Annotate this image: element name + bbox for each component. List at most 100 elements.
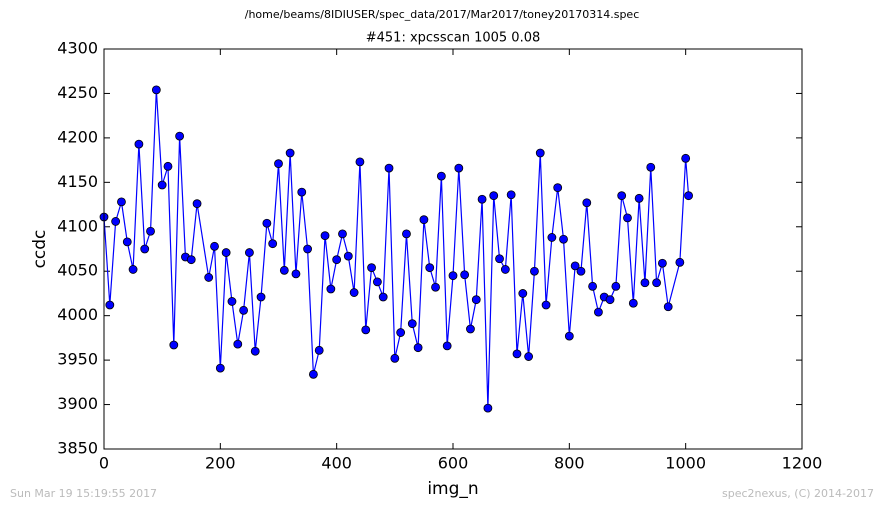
data-point bbox=[684, 191, 693, 201]
data-point bbox=[250, 346, 260, 356]
data-point bbox=[285, 148, 295, 158]
data-point bbox=[448, 271, 458, 281]
y-tick-label: 3950 bbox=[57, 350, 98, 369]
data-point bbox=[111, 217, 121, 226]
data-point bbox=[367, 263, 376, 273]
data-point bbox=[436, 171, 446, 181]
data-point bbox=[291, 269, 301, 279]
data-point bbox=[419, 215, 429, 225]
x-axis-label: img_n bbox=[427, 479, 478, 499]
footer-timestamp: Sun Mar 19 15:19:55 2017 bbox=[10, 487, 157, 500]
data-point bbox=[663, 302, 673, 312]
data-point bbox=[343, 251, 353, 261]
data-point bbox=[570, 261, 580, 271]
data-point bbox=[314, 345, 324, 355]
data-point bbox=[274, 159, 283, 169]
data-point bbox=[140, 244, 150, 254]
y-tick-label: 4300 bbox=[57, 39, 98, 58]
data-point bbox=[157, 180, 167, 190]
y-tick-label: 3850 bbox=[57, 439, 98, 458]
y-tick-label: 4200 bbox=[57, 127, 98, 146]
data-point bbox=[320, 231, 330, 241]
data-point bbox=[128, 265, 138, 274]
data-point bbox=[338, 229, 347, 239]
data-point bbox=[407, 319, 417, 329]
x-tick-label: 0 bbox=[99, 454, 109, 473]
data-point bbox=[169, 340, 179, 350]
data-point bbox=[355, 157, 365, 167]
data-point bbox=[681, 153, 691, 163]
data-point bbox=[431, 282, 440, 292]
suptitle: /home/beams/8IDIUSER/spec_data/2017/Mar2… bbox=[245, 8, 640, 21]
data-point bbox=[227, 297, 237, 306]
data-point bbox=[268, 239, 278, 249]
data-point bbox=[349, 288, 359, 297]
data-point bbox=[582, 198, 592, 208]
data-point bbox=[192, 199, 202, 209]
x-tick-label: 1000 bbox=[665, 454, 706, 473]
data-point bbox=[233, 339, 243, 349]
data-point bbox=[146, 226, 155, 236]
data-point bbox=[658, 258, 667, 268]
data-point bbox=[518, 289, 528, 298]
data-point bbox=[483, 403, 493, 413]
data-point bbox=[210, 241, 219, 251]
data-point bbox=[303, 244, 312, 254]
data-point bbox=[262, 218, 272, 228]
data-point bbox=[477, 194, 487, 204]
data-point bbox=[605, 295, 615, 305]
data-point bbox=[489, 191, 499, 201]
data-point bbox=[245, 248, 254, 257]
data-point bbox=[361, 325, 371, 335]
data-point bbox=[378, 292, 388, 302]
data-point bbox=[413, 343, 423, 353]
x-tick-label: 200 bbox=[205, 454, 236, 473]
x-tick-label: 1200 bbox=[782, 454, 823, 473]
data-point bbox=[117, 197, 126, 207]
data-point bbox=[175, 131, 185, 141]
y-tick-label: 4000 bbox=[57, 305, 98, 324]
y-tick-label: 4100 bbox=[57, 216, 98, 235]
data-point bbox=[332, 255, 342, 265]
data-point bbox=[588, 281, 597, 291]
data-point bbox=[553, 183, 563, 193]
data-point bbox=[204, 273, 214, 282]
x-tick-label: 600 bbox=[438, 454, 469, 473]
data-point bbox=[564, 331, 574, 341]
data-point bbox=[297, 187, 307, 197]
data-point bbox=[308, 369, 318, 379]
data-point bbox=[402, 229, 411, 239]
data-point bbox=[640, 278, 650, 288]
data-point bbox=[646, 162, 656, 172]
footer-credit: spec2nexus, (C) 2014-2017 bbox=[722, 487, 874, 500]
y-tick-label: 4250 bbox=[57, 83, 98, 102]
y-tick-label: 4150 bbox=[57, 172, 98, 191]
data-point bbox=[628, 298, 638, 308]
data-point bbox=[512, 349, 522, 359]
data-point bbox=[221, 248, 231, 257]
data-point bbox=[652, 278, 661, 288]
data-point bbox=[530, 266, 539, 276]
data-point bbox=[460, 270, 470, 280]
x-tick-label: 800 bbox=[554, 454, 585, 473]
data-point bbox=[466, 324, 475, 334]
data-point bbox=[471, 295, 481, 305]
data-point bbox=[239, 305, 249, 315]
data-point bbox=[256, 292, 266, 302]
data-point bbox=[442, 341, 452, 351]
data-point bbox=[541, 300, 551, 310]
data-point bbox=[559, 234, 568, 244]
y-axis-label: ccdc bbox=[30, 230, 50, 269]
data-point bbox=[122, 237, 132, 247]
data-point bbox=[611, 281, 621, 291]
data-point bbox=[186, 255, 196, 265]
data-line bbox=[103, 89, 690, 409]
data-point bbox=[279, 265, 289, 275]
plot-frame bbox=[103, 48, 803, 450]
data-point bbox=[594, 307, 603, 317]
data-point bbox=[535, 148, 545, 158]
data-point bbox=[634, 193, 644, 203]
